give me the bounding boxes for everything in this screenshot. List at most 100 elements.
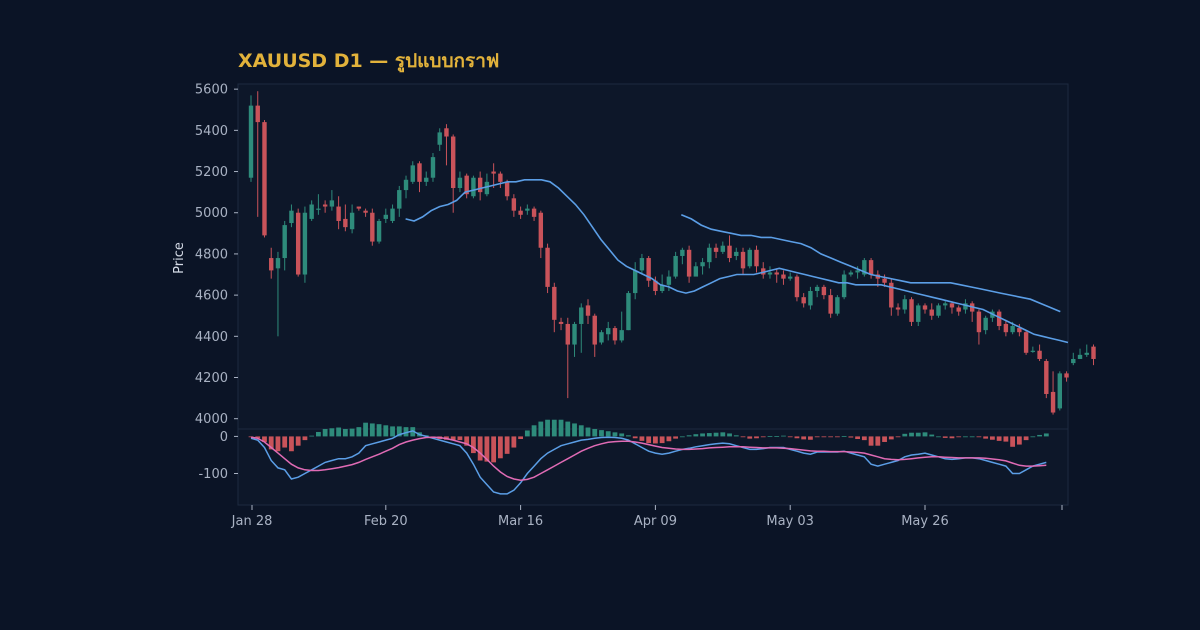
histogram-bar — [1016, 436, 1022, 445]
candle-body — [902, 299, 907, 310]
histogram-bar — [464, 436, 470, 446]
candle-body — [1003, 323, 1009, 333]
candle-body — [922, 305, 928, 310]
histogram-bar — [578, 425, 584, 437]
candle-body — [767, 272, 773, 275]
candle-body — [889, 282, 894, 308]
histogram-bar — [410, 427, 416, 437]
candle-body — [963, 303, 968, 310]
price-tick-label: 4600 — [195, 289, 228, 304]
candle-body — [457, 177, 463, 189]
histogram-bar — [882, 436, 887, 442]
candle-body — [747, 249, 752, 267]
histogram-bar — [592, 429, 598, 437]
candle-body — [498, 173, 503, 182]
histogram-bar — [403, 427, 409, 437]
moving-averages — [405, 179, 1069, 344]
histogram-bar — [693, 434, 699, 437]
histogram-bar — [295, 436, 301, 446]
candle-body — [558, 321, 564, 324]
price-tick-label: 4800 — [195, 247, 228, 262]
candle-body — [895, 307, 901, 310]
candle-body — [437, 132, 442, 145]
histogram-bar — [720, 432, 726, 437]
candle-body — [1017, 328, 1022, 333]
candle-body — [686, 249, 692, 277]
histogram-bar — [1043, 433, 1049, 437]
macd-line — [250, 430, 1047, 495]
price-tick-label: 5200 — [195, 165, 228, 180]
histogram-bar — [524, 430, 530, 437]
candle-body — [808, 291, 813, 306]
candle-body — [451, 136, 456, 189]
candle-body — [322, 204, 328, 207]
histogram-bar — [255, 436, 261, 439]
candle-body — [868, 260, 874, 275]
candle-body — [376, 220, 382, 242]
histogram-bar — [342, 429, 348, 437]
candle-body — [1030, 350, 1036, 352]
candle-body — [302, 212, 308, 275]
x-tick-label: Apr 09 — [634, 514, 677, 529]
histogram-bar — [363, 422, 368, 437]
candle-body — [289, 210, 294, 224]
y-axis-label: Price — [172, 242, 187, 274]
price-tick-label: 4400 — [195, 330, 228, 345]
histogram-bar — [248, 436, 254, 438]
histogram-bar — [909, 432, 914, 437]
candle-body — [996, 311, 1002, 327]
histogram-bar — [841, 436, 847, 437]
histogram-bar — [936, 436, 941, 438]
candle-body — [693, 266, 699, 277]
candle-body — [916, 305, 921, 322]
candle-body — [1010, 326, 1015, 333]
candle-body — [370, 212, 375, 242]
histogram-bar — [396, 426, 402, 437]
candle-body — [545, 247, 550, 287]
histogram-bar — [673, 436, 679, 439]
histogram-bar — [686, 435, 692, 437]
candle-body — [410, 165, 415, 182]
histogram-bar — [787, 436, 793, 438]
price-tick-label: 5400 — [195, 124, 228, 139]
candle-body — [484, 181, 490, 195]
histogram-bar — [700, 433, 705, 437]
candle-body — [835, 297, 840, 314]
histogram-bar — [808, 436, 813, 440]
histogram-bar — [760, 436, 766, 438]
histogram-bar — [585, 427, 591, 437]
candle-body — [383, 214, 388, 219]
x-tick-label: May 03 — [766, 514, 814, 529]
histogram-bar — [268, 436, 274, 450]
candle-body — [599, 332, 604, 343]
price-tick-label: 5600 — [195, 83, 228, 98]
candle-body — [424, 177, 429, 182]
histogram-bar — [1010, 436, 1016, 447]
x-tick-label: Mar 16 — [498, 514, 543, 529]
candle-body — [397, 190, 402, 209]
candle-body — [275, 258, 281, 269]
ma-fast-line — [405, 179, 1069, 344]
candle-body — [909, 299, 914, 322]
candle-body — [444, 128, 449, 137]
candle-body — [943, 303, 948, 306]
candle-body — [949, 303, 955, 308]
price-y-ticks: 4000 4200 4400 4600 4800 5000 5200 5400 5600 — [195, 83, 238, 427]
x-tick-label: Feb 20 — [364, 514, 408, 529]
candle-body — [841, 274, 847, 298]
macd-tick-label: -100 — [198, 467, 228, 482]
candle-body — [269, 258, 274, 271]
candle-body — [862, 260, 867, 275]
histogram-bar — [599, 430, 604, 437]
candle-body — [282, 225, 287, 259]
histogram-bar — [740, 436, 746, 438]
histogram-bar — [491, 436, 497, 463]
candle-body — [477, 177, 483, 193]
x-ticks: Jan 28 Feb 20 Mar 16 Apr 09 May 03 May 26 — [231, 505, 1063, 529]
candle-body — [612, 328, 618, 341]
histogram-bar — [733, 435, 739, 437]
macd-tick-label: 0 — [220, 430, 228, 445]
histogram-bar — [706, 433, 712, 437]
histogram-bar — [572, 423, 577, 437]
candle-body — [632, 270, 638, 294]
